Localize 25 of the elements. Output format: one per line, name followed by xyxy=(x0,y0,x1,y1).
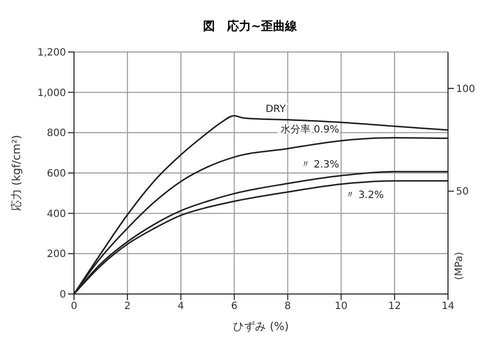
x-tick-label: 0 xyxy=(70,301,78,312)
x-tick-label: 12 xyxy=(388,301,401,312)
x-tick-label: 4 xyxy=(178,301,184,312)
y2-tick-label: 100 xyxy=(456,84,476,95)
y-tick-label: 0 xyxy=(60,290,66,301)
series-label: 〃 2.3% xyxy=(300,160,340,171)
y-tick-label: 400 xyxy=(46,208,66,220)
y-axis-title: 応力 (kgf/cm²) xyxy=(10,134,23,212)
y-tick-label: 200 xyxy=(46,249,66,260)
y-tick-label: 600 xyxy=(46,168,66,180)
y-tick-label: 1,000 xyxy=(37,88,66,99)
x-tick-label: 2 xyxy=(124,301,131,312)
y-tick-label: 800 xyxy=(46,128,66,140)
x-tick-label: 6 xyxy=(231,301,238,312)
series-label: 〃 3.2% xyxy=(345,190,384,202)
x-tick-label: 14 xyxy=(442,301,454,312)
chart-title: 図 応力~歪曲線 xyxy=(202,18,298,35)
x-tick-label: 10 xyxy=(334,301,348,312)
x-axis-title: ひずみ (%) xyxy=(233,320,289,333)
y2-tick-label: 50 xyxy=(456,186,469,198)
x-tick-label: 8 xyxy=(284,301,291,312)
y2-axis-title: (MPa) xyxy=(454,252,465,280)
series-label: 水分率 0.9% xyxy=(280,124,340,136)
y-tick-label: 1,200 xyxy=(37,48,66,59)
series-label: DRY xyxy=(266,104,287,115)
